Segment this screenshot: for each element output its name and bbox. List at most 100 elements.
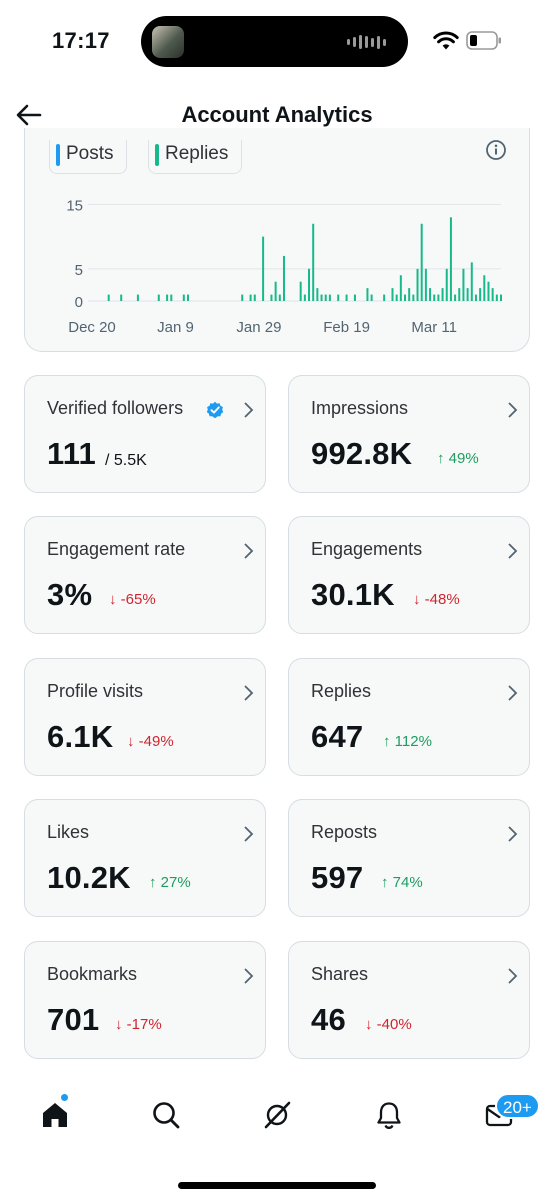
bell-icon bbox=[377, 1102, 401, 1129]
card-label: Reposts bbox=[311, 822, 378, 842]
info-icon[interactable] bbox=[485, 139, 507, 161]
nav-home[interactable] bbox=[25, 1085, 85, 1145]
card-impressions[interactable]: Impressions 992.8K ↑ 49% bbox=[288, 375, 530, 493]
back-arrow-icon[interactable] bbox=[14, 100, 44, 130]
chart-bar bbox=[433, 294, 436, 301]
chart-bar bbox=[479, 288, 482, 301]
chart-card: Posts Replies 0 5 15 Dec 20 Jan 9 Jan 29 Feb … bbox=[24, 128, 530, 352]
chart-bar bbox=[437, 294, 440, 301]
card-verified-followers[interactable]: Verified followers 111 / 5.5K bbox=[24, 375, 266, 493]
card-likes[interactable]: Likes 10.2K ↑ 27% bbox=[24, 799, 266, 917]
nav-notifications[interactable] bbox=[359, 1085, 419, 1145]
legend-replies-label: Replies bbox=[165, 143, 229, 164]
followers-total: / 5.5K bbox=[105, 452, 147, 469]
grok-icon bbox=[264, 1101, 291, 1129]
card-reposts[interactable]: Reposts 597 ↑ 74% bbox=[288, 799, 530, 917]
card-label: Verified followers bbox=[47, 398, 184, 418]
chevron-right-icon bbox=[244, 826, 254, 842]
chart-bar bbox=[416, 268, 419, 301]
card-label: Bookmarks bbox=[47, 964, 138, 984]
chart-bar bbox=[308, 268, 311, 301]
card-value: 30.1K bbox=[311, 577, 395, 612]
card-engagement-rate[interactable]: Engagement rate 3% ↓ -65% bbox=[24, 516, 266, 634]
chevron-right-icon bbox=[508, 826, 518, 842]
dynamic-island bbox=[141, 16, 408, 67]
chart-bar bbox=[383, 294, 386, 301]
chart-bar bbox=[107, 294, 110, 301]
chart-grid bbox=[88, 203, 501, 302]
y-tick-label: 5 bbox=[75, 262, 83, 279]
chart-bar bbox=[345, 294, 348, 301]
chart-bar bbox=[170, 294, 173, 301]
x-axis: Dec 20 Jan 9 Jan 29 Feb 19 Mar 11 bbox=[68, 319, 457, 336]
card-change: ↑ 49% bbox=[437, 450, 479, 467]
chart-bar bbox=[429, 288, 432, 301]
page-title: Account Analytics bbox=[181, 102, 373, 127]
card-label: Engagements bbox=[311, 539, 423, 559]
chart-bar bbox=[324, 294, 327, 301]
chart-bar bbox=[454, 294, 457, 301]
chart-bar bbox=[316, 288, 319, 301]
chart-bar bbox=[166, 294, 169, 301]
card-shares[interactable]: Shares 46 ↓ -40% bbox=[288, 941, 530, 1059]
chevron-right-icon bbox=[508, 968, 518, 984]
chevron-right-icon bbox=[244, 402, 254, 418]
card-value: 701 bbox=[47, 1002, 100, 1037]
card-label: Impressions bbox=[311, 398, 409, 418]
card-value: 992.8K bbox=[311, 436, 413, 471]
chevron-right-icon bbox=[508, 543, 518, 559]
chevron-right-icon bbox=[244, 685, 254, 701]
card-change: ↑ 74% bbox=[381, 874, 423, 891]
nav-grok[interactable] bbox=[247, 1085, 307, 1145]
chart-bar bbox=[420, 223, 423, 301]
status-bar: 17:17 bbox=[0, 0, 554, 80]
battery-icon bbox=[466, 31, 501, 50]
chart-bar bbox=[462, 268, 465, 301]
chart-bar bbox=[249, 294, 252, 301]
chart-bar bbox=[337, 294, 340, 301]
posts-swatch bbox=[56, 144, 60, 166]
chart-bar bbox=[395, 294, 398, 301]
card-value: 647 bbox=[311, 719, 364, 754]
card-label: Shares bbox=[311, 964, 369, 984]
x-tick-label: Dec 20 bbox=[68, 319, 116, 336]
chart-bar bbox=[282, 255, 285, 301]
chart-bar bbox=[270, 294, 273, 301]
messages-badge: 20+ bbox=[495, 1093, 540, 1119]
status-time: 17:17 bbox=[52, 28, 110, 53]
chart-bar bbox=[299, 281, 302, 301]
card-engagements[interactable]: Engagements 30.1K ↓ -48% bbox=[288, 516, 530, 634]
chart-bar bbox=[278, 294, 281, 301]
card-bookmarks[interactable]: Bookmarks 701 ↓ -17% bbox=[24, 941, 266, 1059]
home-notification-dot bbox=[60, 1093, 69, 1102]
chart-bar bbox=[328, 294, 331, 301]
legend-posts[interactable]: Posts bbox=[49, 140, 127, 174]
chevron-right-icon bbox=[508, 685, 518, 701]
home-icon bbox=[43, 1103, 67, 1127]
card-change: ↓ -48% bbox=[413, 591, 460, 608]
card-change: ↓ -40% bbox=[365, 1016, 412, 1033]
chart-bar bbox=[458, 288, 461, 301]
chart-bar bbox=[136, 294, 139, 301]
chart-bar bbox=[370, 294, 373, 301]
chart-bar bbox=[441, 288, 444, 301]
chart-bar bbox=[412, 294, 415, 301]
chart-bar bbox=[182, 294, 185, 301]
card-change: ↓ -17% bbox=[115, 1016, 162, 1033]
card-value: 3% bbox=[47, 577, 93, 612]
nav-search[interactable] bbox=[136, 1085, 196, 1145]
chart-bar bbox=[474, 294, 477, 301]
y-tick-label: 15 bbox=[66, 197, 83, 214]
chart-bar bbox=[470, 262, 473, 301]
chart-bar bbox=[120, 294, 123, 301]
replies-chart: 0 5 15 Dec 20 Jan 9 Jan 29 Feb 19 Mar 11 bbox=[66, 197, 502, 336]
card-label: Likes bbox=[47, 822, 90, 842]
chart-bar bbox=[495, 294, 498, 301]
chart-bar bbox=[399, 275, 402, 301]
card-replies[interactable]: Replies 647 ↑ 112% bbox=[288, 658, 530, 776]
card-label: Replies bbox=[311, 681, 372, 701]
legend-replies[interactable]: Replies bbox=[148, 140, 242, 174]
verified-badge-icon bbox=[206, 401, 224, 419]
card-profile-visits[interactable]: Profile visits 6.1K ↓ -49% bbox=[24, 658, 266, 776]
y-axis: 0 5 15 bbox=[66, 197, 83, 311]
